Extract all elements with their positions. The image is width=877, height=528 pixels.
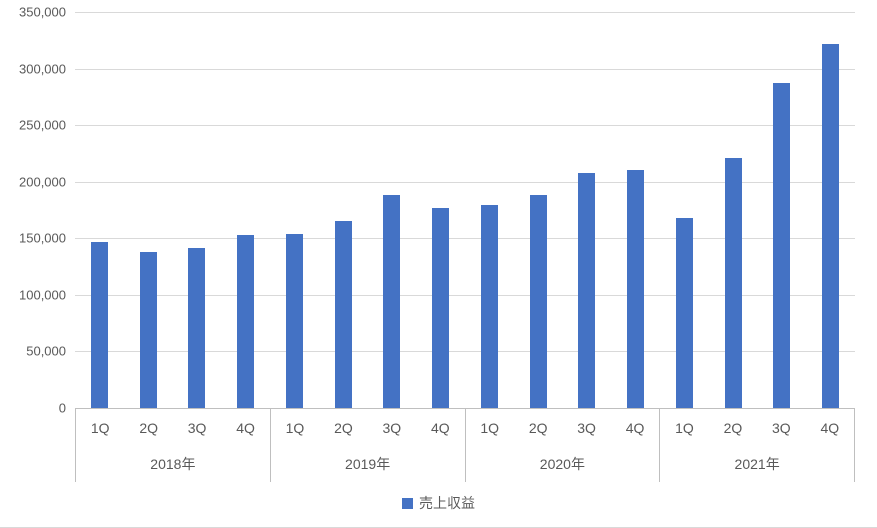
- bar-slot: [124, 12, 173, 408]
- x-axis-group: 1Q 2Q 3Q 4Q 2021年: [660, 409, 855, 482]
- bar-slot: [806, 12, 855, 408]
- bar-slot: [611, 12, 660, 408]
- x-axis: 1Q 2Q 3Q 4Q 2018年 1Q 2Q 3Q 4Q 2019年 1Q 2Q 3Q 4Q 2020年 1…: [75, 408, 855, 482]
- quarter-label-row: 1Q 2Q 3Q 4Q: [660, 409, 854, 446]
- legend-label: 売上収益: [419, 495, 475, 511]
- quarter-label: 2Q: [528, 419, 548, 436]
- bar: [529, 195, 547, 408]
- gridline: [75, 238, 855, 240]
- y-axis-label: 100,000: [19, 287, 66, 303]
- bar-slot: [709, 12, 758, 408]
- x-axis-group: 1Q 2Q 3Q 4Q 2018年: [75, 409, 271, 482]
- year-label: 2019年: [345, 456, 391, 472]
- bar-slot: [221, 12, 270, 408]
- bars-layer: [75, 12, 855, 408]
- quarter-label: 2Q: [334, 419, 353, 436]
- quarter-label: 1Q: [675, 419, 694, 436]
- quarter-label: 2Q: [723, 419, 743, 436]
- quarter-label: 4Q: [430, 419, 450, 436]
- legend: 売上収益: [0, 493, 877, 513]
- quarter-label-row: 1Q 2Q 3Q 4Q: [271, 409, 465, 446]
- bar: [188, 248, 206, 408]
- bar-slot: [173, 12, 222, 408]
- gridline: [75, 181, 855, 183]
- y-axis-label: 150,000: [19, 230, 66, 246]
- y-axis-label: 300,000: [19, 61, 66, 77]
- bar-slot: [514, 12, 563, 408]
- bar-group: [270, 12, 465, 408]
- bar-slot: [416, 12, 465, 408]
- gridline: [75, 125, 855, 127]
- bar-slot: [319, 12, 368, 408]
- quarter-label-row: 1Q 2Q 3Q 4Q: [76, 409, 270, 446]
- gridline: [75, 68, 855, 70]
- year-label: 2021年: [734, 456, 780, 472]
- bar-group: [75, 12, 270, 408]
- bar-slot: [368, 12, 417, 408]
- y-axis-label: 350,000: [19, 4, 66, 20]
- bar-slot: [758, 12, 807, 408]
- bar-slot: [465, 12, 514, 408]
- bar-slot: [660, 12, 709, 408]
- quarter-label: 3Q: [577, 419, 596, 436]
- bar: [480, 205, 498, 408]
- bar-slot: [75, 12, 124, 408]
- quarter-label: 3Q: [772, 419, 791, 436]
- quarter-label-row: 1Q 2Q 3Q 4Q: [466, 409, 660, 446]
- bar: [627, 170, 645, 408]
- gridline: [75, 351, 855, 353]
- bar-group: [660, 12, 855, 408]
- legend-swatch-icon: [402, 497, 413, 509]
- gridline: [75, 12, 855, 13]
- bar-slot: [563, 12, 612, 408]
- quarter-label: 4Q: [820, 419, 840, 436]
- bar: [237, 234, 255, 408]
- gridline: [75, 294, 855, 296]
- y-axis-label: 50,000: [26, 343, 66, 359]
- y-axis-label: 200,000: [19, 174, 66, 190]
- x-axis-group: 1Q 2Q 3Q 4Q 2019年: [271, 409, 466, 482]
- quarter-label: 3Q: [382, 419, 402, 436]
- bar: [383, 195, 401, 408]
- year-label: 2018年: [150, 456, 196, 472]
- plot-area: [75, 12, 855, 408]
- bar: [285, 233, 303, 408]
- y-axis-label: 0: [58, 400, 66, 416]
- year-label: 2020年: [539, 456, 585, 472]
- y-axis: 350,000 300,000 250,000 200,000 150,000 100,0…: [0, 5, 66, 416]
- bar-group: [465, 12, 660, 408]
- quarter-label: 1Q: [285, 419, 305, 436]
- y-axis-label: 250,000: [19, 117, 66, 133]
- quarter-label: 1Q: [480, 419, 500, 436]
- bar: [773, 83, 791, 408]
- bar: [90, 241, 108, 408]
- bar-slot: [270, 12, 319, 408]
- quarter-label: 4Q: [236, 419, 255, 436]
- bar: [724, 157, 742, 408]
- x-axis-group: 1Q 2Q 3Q 4Q 2020年: [466, 409, 661, 482]
- quarter-label: 3Q: [187, 419, 207, 436]
- quarter-label: 1Q: [90, 419, 110, 436]
- bar: [822, 43, 840, 408]
- bar: [334, 221, 352, 408]
- bar: [675, 217, 693, 408]
- bar: [432, 207, 450, 408]
- quarter-label: 2Q: [139, 419, 158, 436]
- bar: [578, 172, 596, 408]
- bar: [139, 251, 157, 408]
- quarter-label: 4Q: [625, 419, 645, 436]
